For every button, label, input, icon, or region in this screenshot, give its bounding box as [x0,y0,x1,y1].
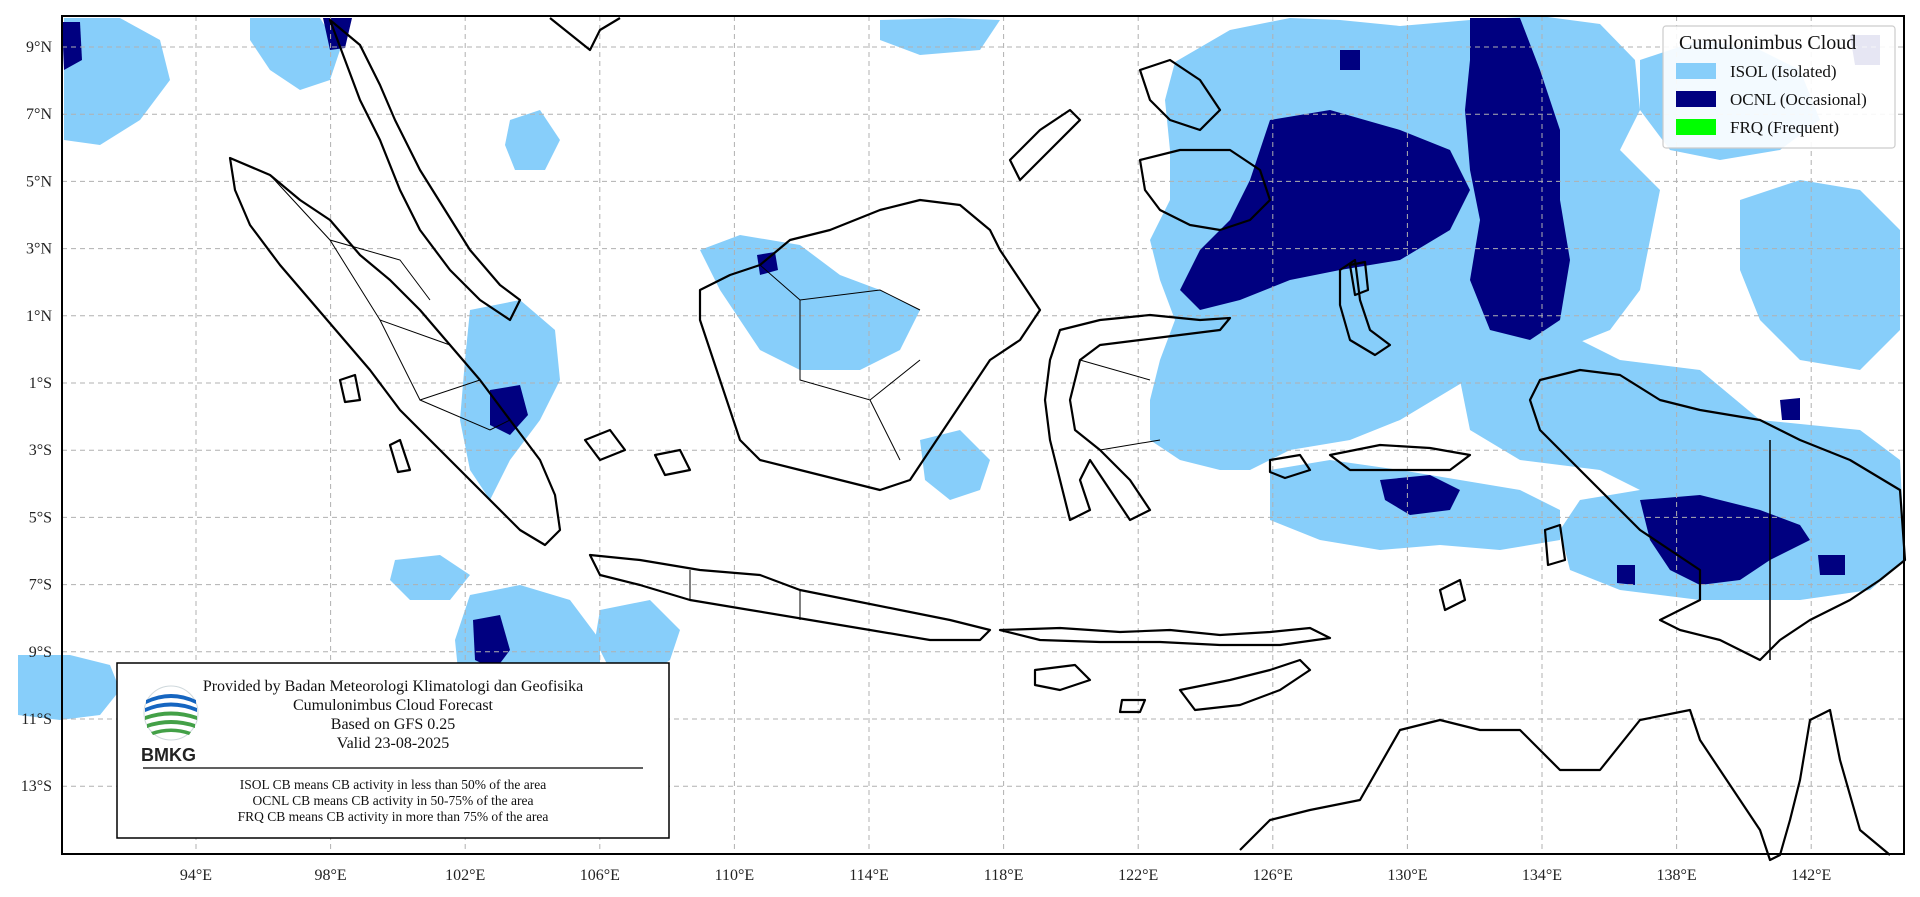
legend-label-isol: ISOL (Isolated) [1730,62,1837,81]
latitude-tick-label: 1°S [29,375,52,392]
belitung-outline [653,448,692,477]
mindanao-outline [1138,148,1272,232]
tanimbar-outline [1438,578,1467,612]
longitude-tick-label: 142°E [1791,867,1831,884]
latitude-tick-label: 13°S [21,778,52,795]
info-model: Based on GFS 0.25 [331,716,455,733]
longitude-tick-label: 94°E [180,867,212,884]
longitude-tick-label: 122°E [1118,867,1158,884]
legend-swatch-frq [1676,119,1716,135]
halmahera-outline [1338,258,1392,357]
info-note-ocnl: OCNL CB means CB activity in 50-75% of t… [252,793,533,808]
map-frame [61,15,1905,855]
latitude-labels: 9°N 7°N 5°N 3°N 1°N 1°S 3°S 5°S 7°S 9°S 11°S 13°S [21,39,53,795]
bmkg-logo: BMKG [141,685,199,765]
timor-outline [1178,658,1312,712]
lesser-sunda-outline [998,626,1332,647]
legend-swatch-isol [1676,63,1716,79]
longitude-tick-label: 118°E [984,867,1024,884]
latitude-tick-label: 7°S [29,577,52,594]
buru-outline [1268,453,1312,480]
legend: Cumulonimbus Cloud ISOL (Isolated) OCNL … [1662,25,1896,149]
mentawai-outline [388,438,412,474]
info-valid: Valid 23-08-2025 [337,735,449,752]
sumba-outline [1033,663,1092,692]
latitude-tick-label: 1°N [26,308,52,325]
borneo-outline [698,198,1042,492]
longitude-tick-label: 138°E [1657,867,1697,884]
longitude-tick-label: 114°E [849,867,889,884]
longitude-tick-label: 130°E [1387,867,1427,884]
latitude-tick-label: 11°S [21,711,52,728]
info-product: Cumulonimbus Cloud Forecast [293,697,494,714]
seram-outline [1328,443,1472,472]
nias-outline [338,373,362,404]
indochina-outline [549,17,621,52]
longitude-tick-label: 106°E [580,867,620,884]
info-note-isol: ISOL CB means CB activity in less than 5… [240,777,547,792]
province-borders [269,174,1161,620]
latitude-tick-label: 5°N [26,173,52,190]
visayas-outline [1138,58,1222,132]
info-box: BMKG Provided by Badan Meteorologi Klima… [116,662,670,839]
legend-swatch-ocnl [1676,91,1716,107]
coastlines [228,17,1907,862]
latitude-tick-label: 7°N [26,106,52,123]
sangihe-outline [1348,260,1370,297]
legend-label-ocnl: OCNL (Occasional) [1730,90,1867,109]
longitude-tick-label: 126°E [1253,867,1293,884]
longitude-labels: 94°E 98°E 102°E 106°E 110°E 114°E 118°E 122°E 12… [180,867,1831,884]
palawan-outline [1008,108,1082,182]
rote-outline [1118,698,1147,714]
australia-outline [1239,708,1891,862]
malay-peninsula-outline [328,18,522,322]
legend-title: Cumulonimbus Cloud [1679,32,1856,54]
aru-outline [1543,523,1567,567]
legend-box [1662,25,1896,149]
latitude-tick-label: 3°S [29,442,52,459]
longitude-tick-label: 134°E [1522,867,1562,884]
longitude-tick-label: 98°E [315,867,347,884]
latitude-tick-label: 9°N [26,39,52,56]
longitude-tick-label: 110°E [715,867,755,884]
new-guinea-outline [1528,368,1907,662]
latitude-tick-label: 3°N [26,241,52,258]
longitude-tick-label: 102°E [445,867,485,884]
legend-label-frq: FRQ (Frequent) [1730,118,1839,137]
bangka-outline [583,428,627,462]
latitude-tick-label: 5°S [29,509,52,526]
sumatra-outline [228,156,562,547]
info-provider: Provided by Badan Meteorologi Klimatolog… [203,678,583,695]
latitude-tick-label: 9°S [29,644,52,661]
graticule [62,16,1904,854]
bmkg-logo-text: BMKG [141,745,196,765]
sulawesi-outline [1043,313,1232,522]
info-box-frame [116,662,670,839]
info-note-frq: FRQ CB means CB activity in more than 75… [238,809,549,824]
java-outline [588,553,992,642]
